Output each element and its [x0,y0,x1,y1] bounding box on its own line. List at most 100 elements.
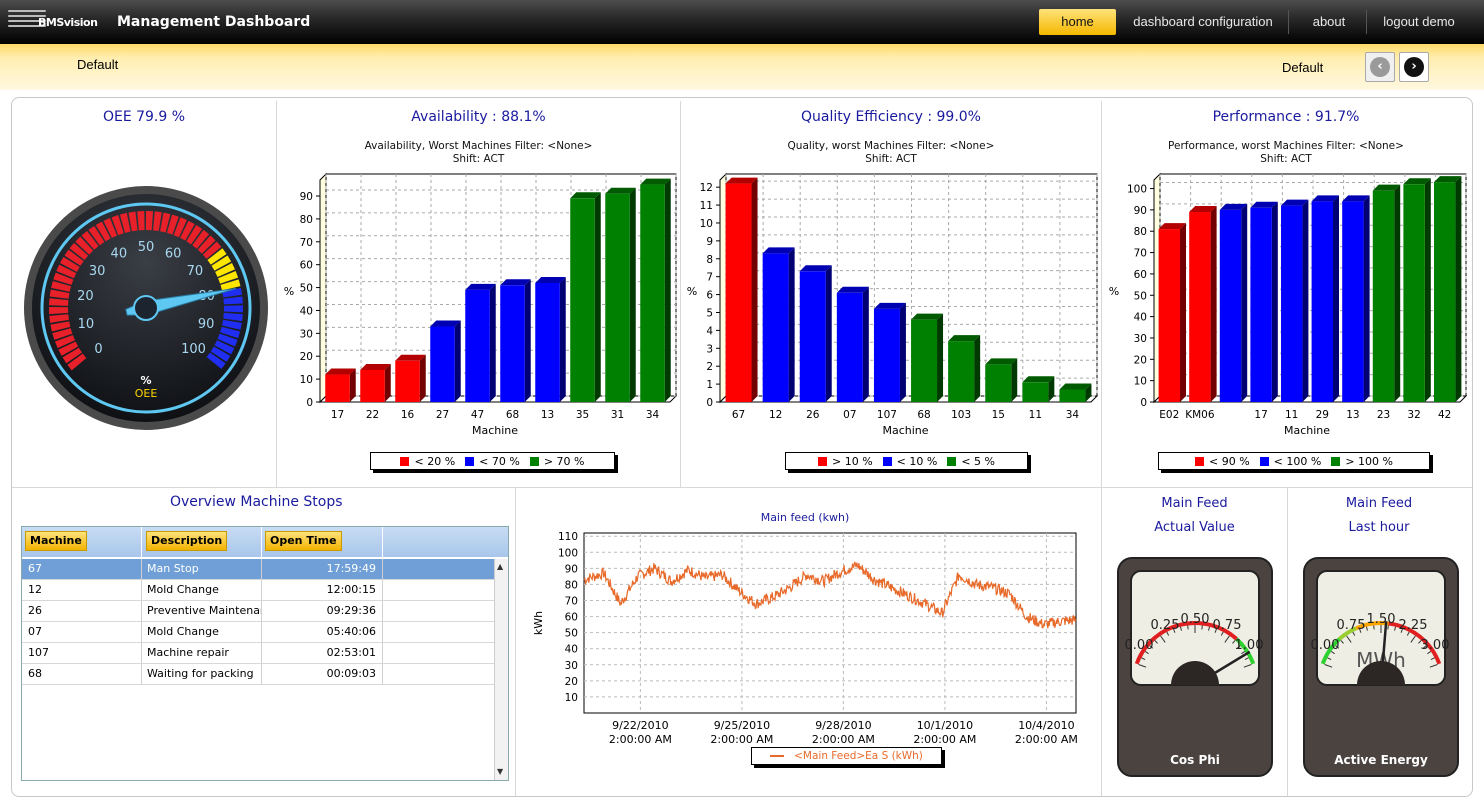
x-tick-label: 68 [917,409,930,421]
meter-tick [1208,626,1211,631]
legend-swatch [465,456,475,466]
bar-top [1059,383,1092,390]
availability-subtitle: Availability, Worst Machines Filter: <No… [277,140,680,166]
scroll-down-icon[interactable]: ▼ [497,767,504,776]
gauge-segment [211,255,232,271]
bar-13 [535,276,566,402]
cell-separator [261,664,262,685]
table-row[interactable]: 68 Waiting for packing 00:09:03 [22,664,494,685]
next-dashboard-button[interactable]: › [1399,52,1429,82]
gauge-segment [207,248,227,265]
legend-entry: < 5 % [947,455,995,468]
cell-description: Mold Change [147,583,219,596]
nav-home[interactable]: home [1039,9,1116,35]
column-header-description[interactable]: Description [146,531,228,551]
y-axis-label: % [687,285,697,298]
nav-logout[interactable]: logout demo [1383,14,1455,29]
bar-front [500,285,525,402]
nav-about[interactable]: about [1312,14,1346,29]
x-tick-label: 9/22/2010 [612,719,668,732]
gauge-segment [206,352,226,369]
y-tick-label: 40 [1134,312,1147,324]
table-row[interactable]: 67 Man Stop 17:59:49 [22,559,494,580]
y-tick-label: 20 [1134,354,1147,366]
x-tick-label: 103 [951,409,971,421]
dashboard-name-left: Default [77,57,119,72]
cell-machine: 26 [28,604,42,617]
table-row[interactable]: 26 Preventive Maintenance 09:29:36 [22,601,494,622]
bar-2 [1219,203,1248,402]
bar-top [985,358,1018,365]
bar-side [1271,201,1278,402]
column-header-open-time[interactable]: Open Time [265,531,342,551]
legend-label: > 70 % [543,454,585,468]
meter-hub [1171,661,1219,685]
x-tick-label: 07 [843,409,856,421]
bar-13 [1342,195,1370,402]
bar-27 [430,320,461,402]
x-tick-label: 68 [506,409,519,421]
bar-side [594,192,601,402]
meter-scale-band [1235,637,1256,665]
x-tick-label: 17 [331,409,344,421]
bar-top [1311,195,1340,202]
gauge-segment [49,298,69,306]
legend-line-swatch [770,755,785,757]
bar-side [1085,383,1092,402]
meter-tick [1144,651,1149,655]
bar-68 [911,313,944,402]
legend-label: < 20 % [414,454,456,468]
gauge-segment [81,230,99,250]
gauge-segment [53,272,74,285]
scroll-up-icon[interactable]: ▲ [497,562,504,571]
bar-front [836,292,863,402]
x-tick-label: 26 [806,409,820,421]
cell-machine: 107 [28,646,49,659]
y-tick-label: 10 [700,218,713,230]
bar-front [1342,201,1364,402]
performance-shift-text: Shift: ACT [1260,153,1312,165]
bar-side [1394,184,1401,402]
x-tick-label: 22 [366,409,379,421]
chevron-right-icon: › [1404,57,1424,77]
table-row[interactable]: 12 Mold Change 12:00:15 [22,580,494,601]
gauge-segment [166,214,179,235]
bar-side [1180,223,1187,402]
legend-label: > 100 % [1345,454,1393,468]
previous-dashboard-button[interactable]: ‹ [1365,52,1395,82]
x-tick-label: 10/4/2010 [1018,719,1074,732]
x-tick-label: 13 [541,409,554,421]
performance-legend: < 90 % < 100 % > 100 % [1158,452,1430,470]
x-axis-label: Machine [882,424,928,437]
cell-separator [382,601,383,622]
column-header-machine[interactable]: Machine [25,531,87,551]
gauge-segment [186,225,203,245]
bar-side [788,247,795,402]
table-row[interactable]: 107 Machine repair 02:53:01 [22,643,494,664]
table-scrollbar[interactable]: ▲ ▼ [494,559,508,780]
x-tick-label: 9/25/2010 [714,719,770,732]
meter-tick [1220,631,1224,636]
bar-top [395,354,426,361]
y-tick-label: 4 [706,325,713,337]
bar-side [751,177,758,402]
nav-dashboard-configuration[interactable]: dashboard configuration [1133,14,1273,29]
bar-top [1022,376,1055,383]
cell-machine: 67 [28,562,42,575]
gauge-tick-label: 30 [89,264,106,279]
bar-side [1210,206,1217,402]
meter-tick [1236,645,1241,649]
cell-separator [382,643,383,664]
gauge-segment [119,212,131,233]
meter-tick [1422,645,1427,649]
x-tick-label: 12 [769,409,782,421]
gauge-tick-label: 90 [198,317,215,332]
quality-subtitle: Quality, worst Machines Filter: <None> S… [681,140,1101,166]
gauge-segment [54,334,75,349]
table-row[interactable]: 07 Mold Change 05:40:06 [22,622,494,643]
divider [1101,101,1102,796]
cell-separator [141,622,142,643]
y-axis-label: % [1109,285,1119,298]
legend-swatch [1259,456,1269,466]
